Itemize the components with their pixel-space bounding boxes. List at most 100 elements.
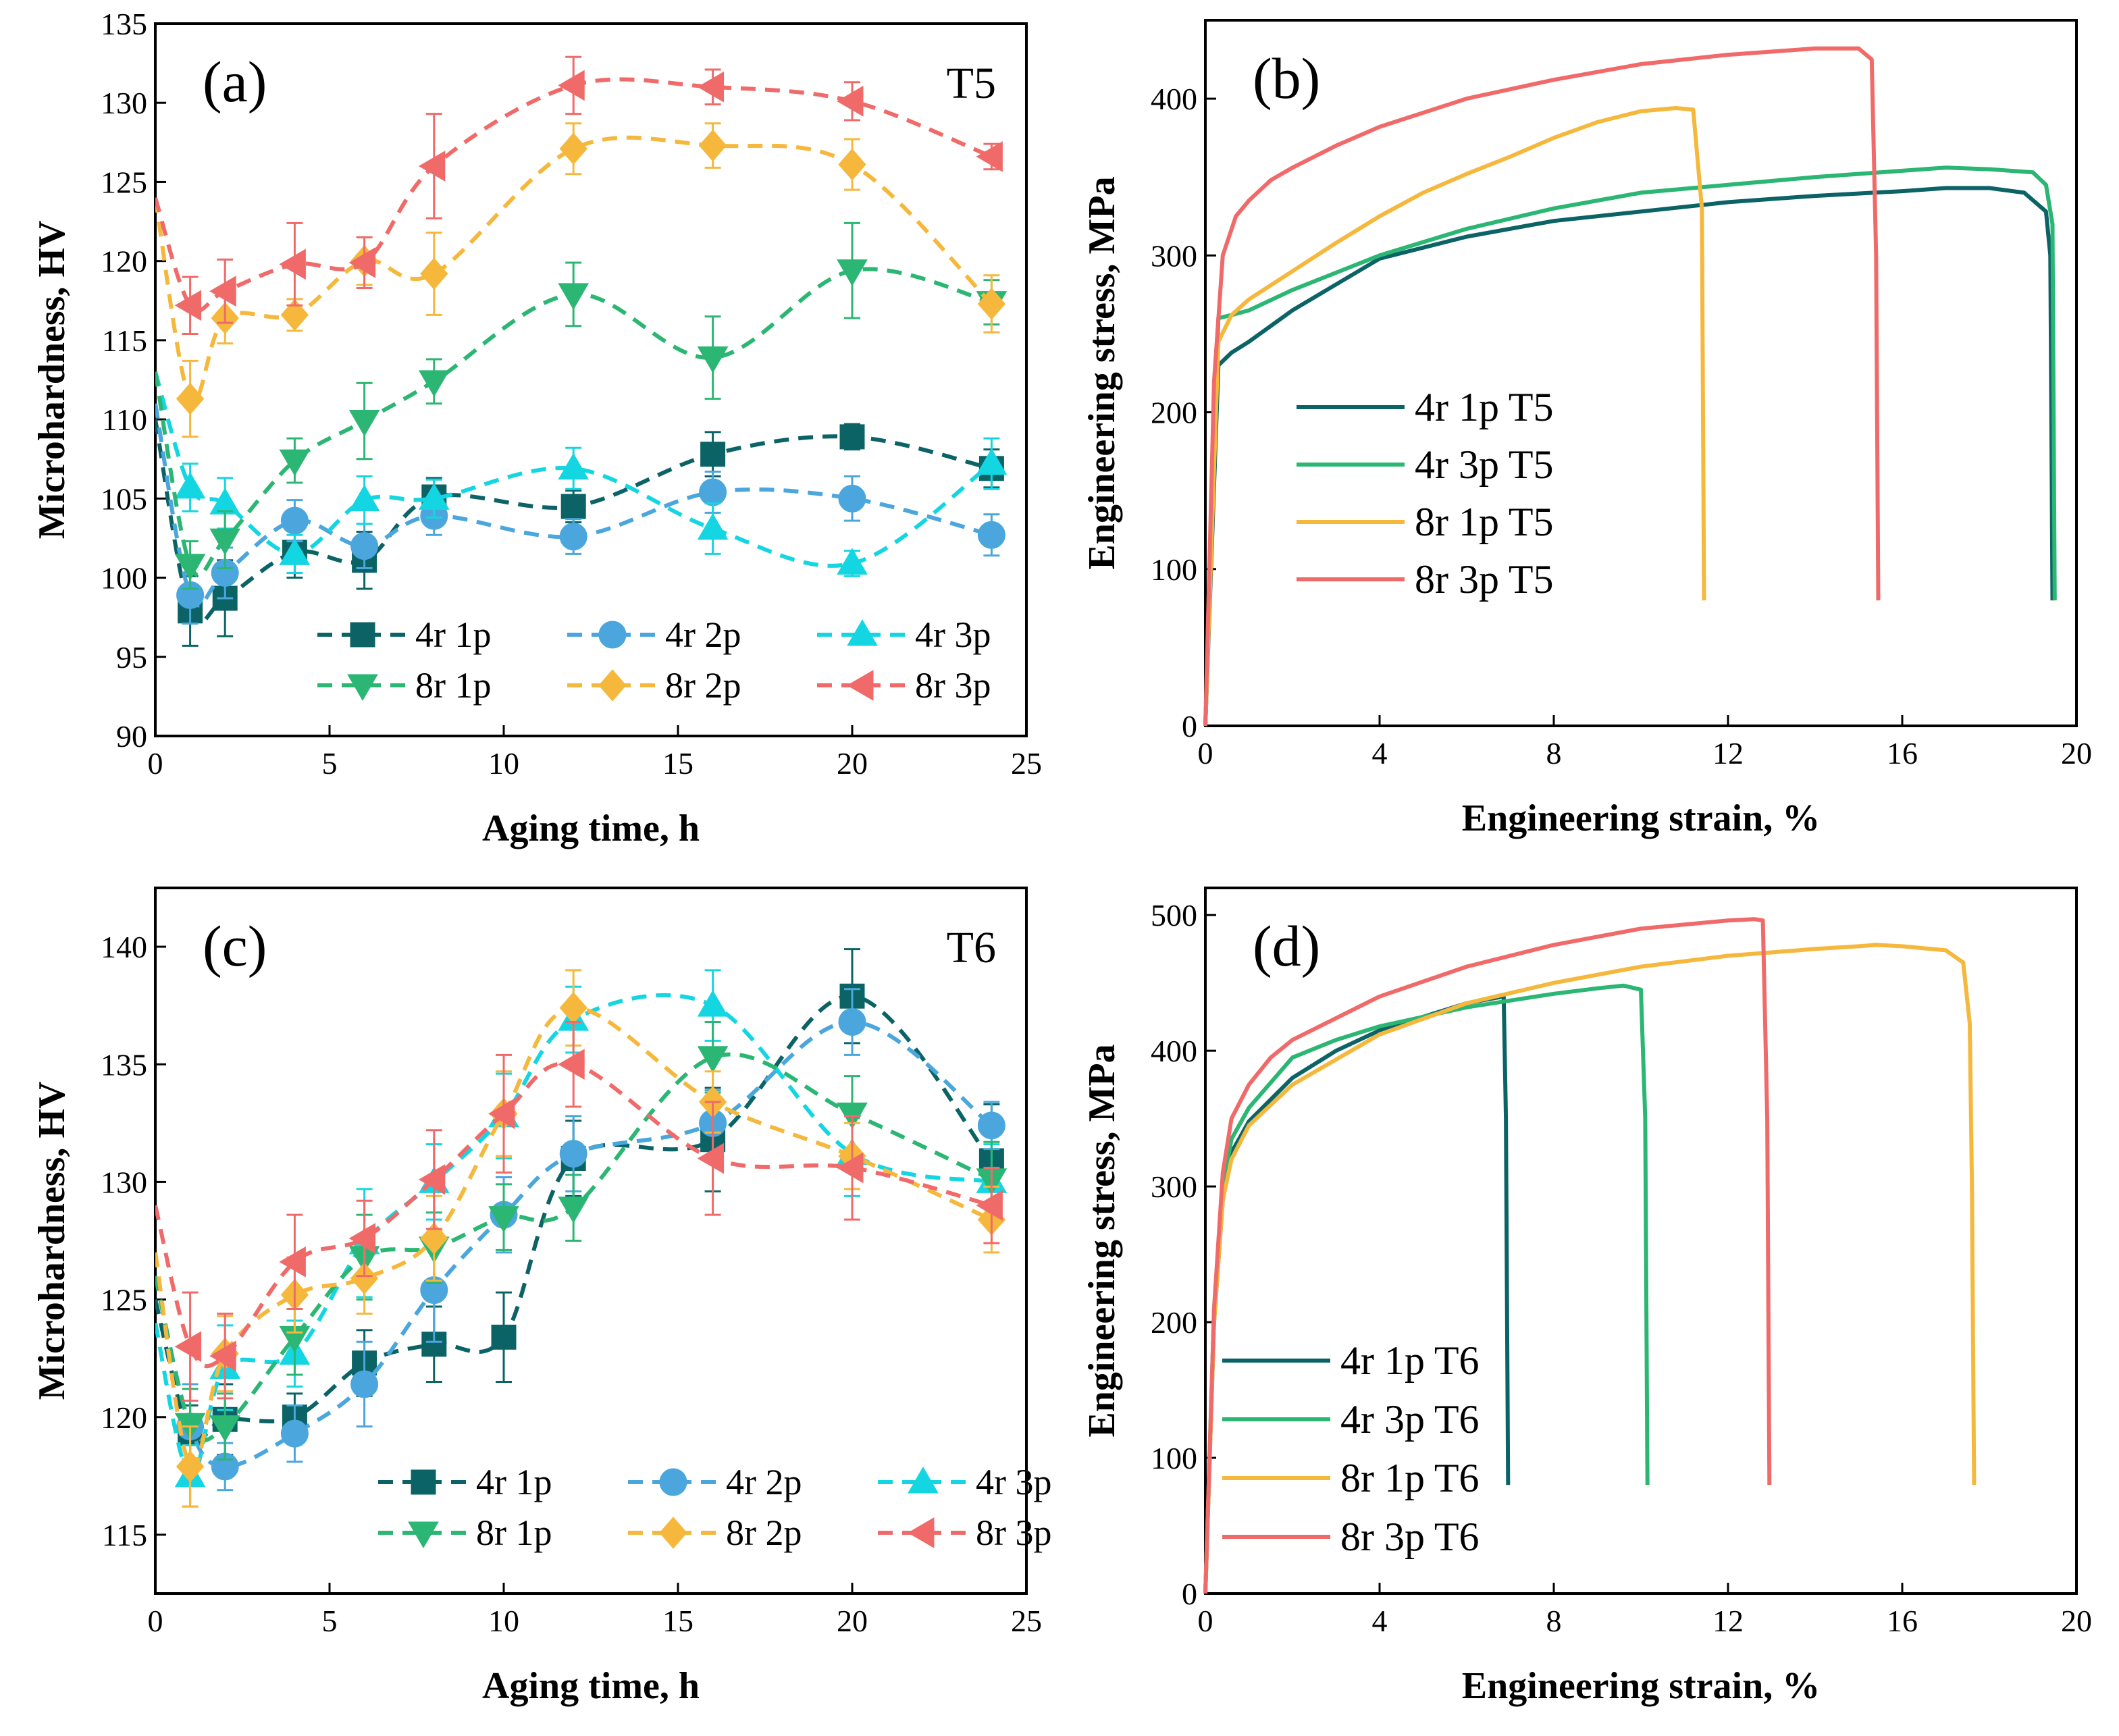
data-point	[838, 484, 866, 512]
y-tick-label: 115	[102, 1518, 147, 1552]
series-line	[155, 993, 992, 1479]
panel-label: (c)	[203, 914, 267, 978]
y-tick-label: 125	[101, 1283, 147, 1317]
data-point	[491, 1324, 517, 1350]
x-tick-label: 16	[1887, 736, 1918, 770]
plot-frame	[1204, 19, 2078, 727]
data-point	[977, 288, 1006, 320]
x-tick-label: 0	[148, 1604, 163, 1638]
legend-label: 8r 1p	[415, 665, 491, 706]
data-point	[176, 1450, 205, 1483]
panel-label: (d)	[1253, 914, 1320, 978]
y-tick-label: 100	[101, 561, 147, 596]
legend-label: 4r 3p T5	[1415, 442, 1554, 487]
legend-marker	[598, 669, 627, 702]
legend-marker	[847, 670, 874, 701]
data-point	[420, 257, 448, 290]
data-point	[209, 1340, 236, 1372]
data-point	[976, 448, 1008, 475]
x-tick-label: 12	[1712, 1604, 1744, 1638]
x-tick-label: 5	[322, 746, 338, 781]
x-tick-label: 20	[2061, 736, 2092, 770]
data-point	[279, 248, 306, 280]
legend-label: 4r 3p	[976, 1462, 1051, 1502]
data-point	[558, 1049, 585, 1080]
legend-marker	[659, 1468, 687, 1496]
y-axis-label: Microhardness, HV	[31, 1082, 73, 1400]
data-point	[418, 151, 446, 182]
data-point	[558, 283, 590, 310]
legend-marker	[908, 1517, 935, 1548]
y-tick-label: 0	[1182, 709, 1197, 743]
x-tick-label: 20	[837, 1604, 868, 1638]
data-point	[837, 259, 868, 286]
curve-4r-1p-T5	[1203, 186, 2055, 727]
data-point	[418, 370, 450, 397]
x-tick-label: 0	[148, 746, 163, 781]
legend-label: 4r 1p	[415, 614, 491, 655]
y-tick-label: 95	[116, 640, 147, 675]
legend-marker	[408, 1521, 439, 1548]
legend-label: 4r 3p	[915, 614, 991, 655]
legend-label: 4r 1p	[476, 1462, 552, 1502]
series-line	[155, 1052, 993, 1442]
x-axis-label: Aging time, h	[482, 808, 700, 849]
legend-marker	[659, 1517, 687, 1549]
data-point	[697, 990, 729, 1017]
data-point	[280, 506, 309, 535]
legend-label: 4r 2p	[665, 614, 741, 655]
data-point	[559, 991, 587, 1024]
plot-frame	[154, 22, 1028, 737]
data-point	[348, 484, 380, 512]
data-point	[209, 275, 236, 307]
condition-label: T6	[947, 923, 996, 972]
data-point	[348, 1223, 376, 1254]
series-8r-2p	[155, 122, 1006, 438]
data-point	[350, 532, 379, 560]
legend-marker	[347, 674, 378, 701]
series-line	[155, 1005, 993, 1471]
data-point	[977, 521, 1005, 549]
y-tick-label: 200	[1151, 1305, 1197, 1340]
data-point	[418, 483, 450, 510]
legend: 4r 1p T6 4r 3p T6 8r 1p T6 8r 3p T6	[1222, 1338, 1480, 1559]
y-tick-label: 135	[101, 1047, 147, 1082]
x-tick-label: 20	[2061, 1604, 2092, 1638]
x-axis-label: Engineering strain, %	[1462, 1665, 1820, 1707]
series-8r-3p	[155, 1021, 1003, 1402]
y-tick-label: 130	[101, 1165, 147, 1199]
x-tick-label: 10	[488, 1604, 519, 1638]
legend-label: 8r 3p T5	[1415, 557, 1554, 602]
legend-label: 8r 3p T6	[1340, 1515, 1480, 1559]
panel-label: (b)	[1253, 46, 1320, 111]
x-tick-label: 12	[1712, 736, 1744, 770]
data-point	[174, 471, 206, 499]
data-point	[174, 290, 202, 321]
y-tick-label: 135	[101, 7, 147, 41]
data-point	[838, 1008, 866, 1036]
legend: 4r 1p T5 4r 3p T5 8r 1p T5 8r 3p T5	[1297, 385, 1554, 602]
plot-area	[1203, 46, 2057, 727]
y-tick-label: 400	[1151, 82, 1197, 116]
data-point	[488, 1206, 519, 1233]
x-tick-label: 8	[1546, 736, 1562, 770]
y-tick-label: 115	[102, 323, 147, 358]
x-tick-label: 0	[1198, 736, 1213, 770]
data-point	[209, 528, 241, 556]
y-tick-label: 200	[1151, 396, 1197, 430]
data-point	[280, 298, 309, 332]
x-tick-label: 15	[662, 746, 694, 781]
data-point	[279, 449, 311, 477]
series-8r-1p	[155, 1021, 1008, 1461]
data-point	[176, 382, 205, 415]
plot-frame	[1204, 887, 2078, 1595]
data-point	[837, 548, 868, 575]
legend-label: 8r 3p	[915, 665, 991, 706]
data-point	[174, 554, 206, 581]
y-tick-label: 100	[1151, 1441, 1197, 1475]
data-point	[348, 247, 376, 278]
condition-label: T5	[947, 59, 996, 108]
x-tick-label: 8	[1546, 1604, 1562, 1638]
